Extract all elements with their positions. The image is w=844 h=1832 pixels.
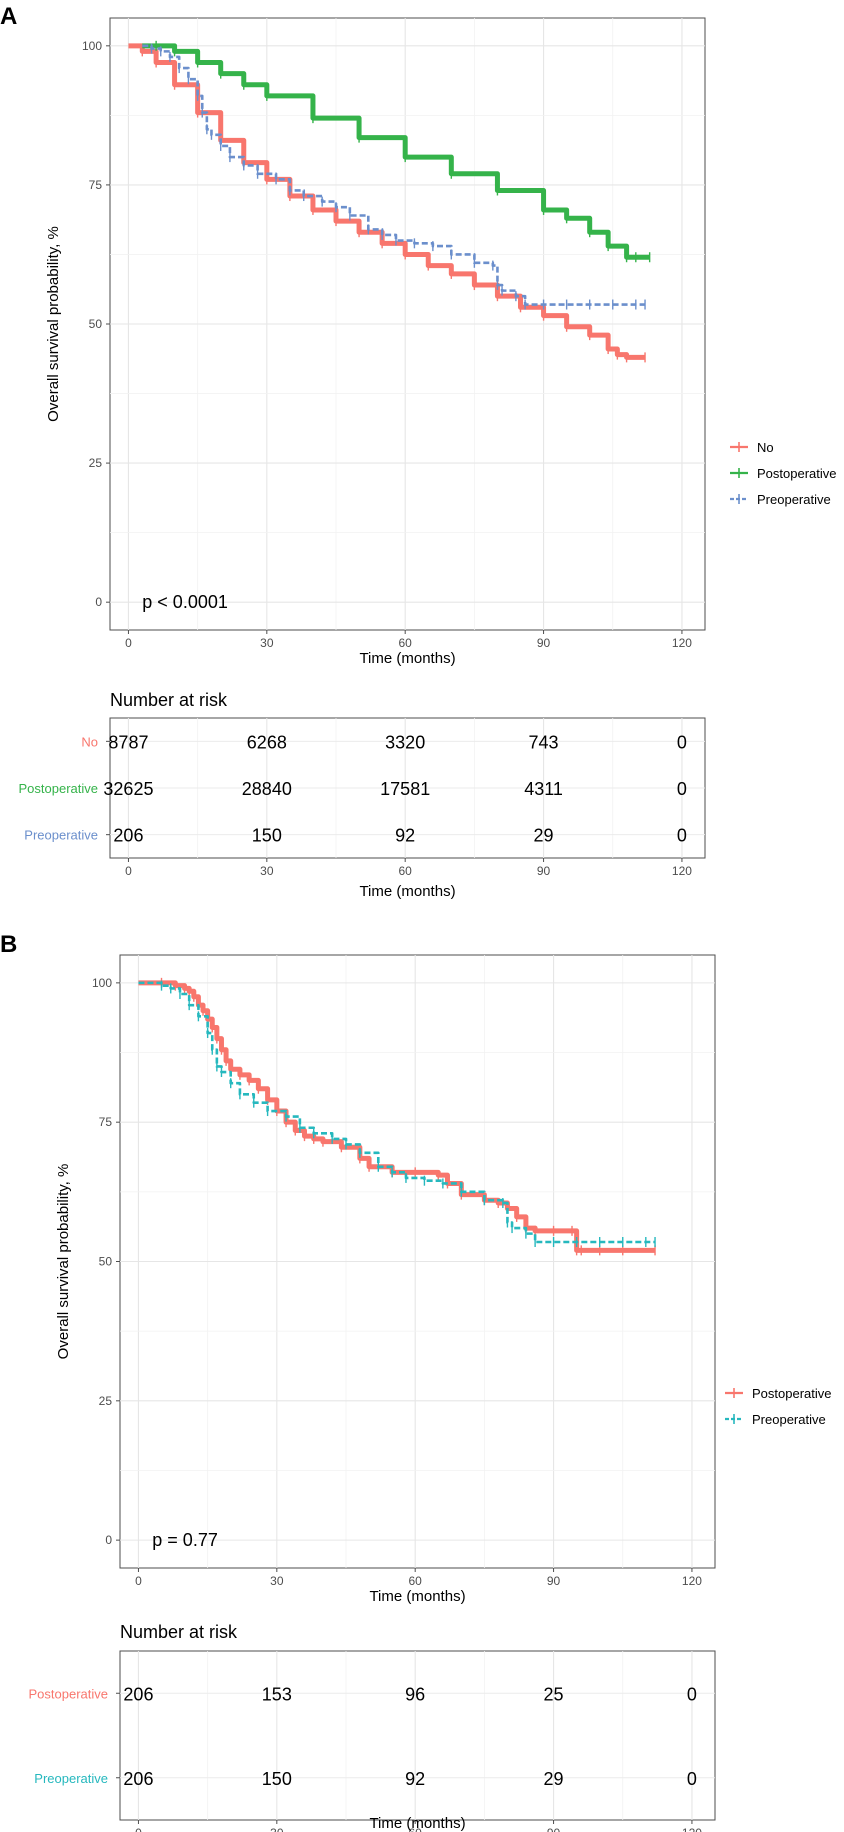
risk-cell: 150: [252, 826, 282, 846]
survival-curve: [138, 980, 656, 1253]
x-tick-label: 60: [399, 636, 413, 650]
legend-label: Postoperative: [757, 466, 837, 481]
risk-cell: 17581: [380, 779, 430, 799]
y-tick-label: 100: [92, 976, 112, 990]
y-tick-label: 75: [99, 1115, 113, 1129]
x-tick-label: 90: [547, 1574, 561, 1588]
risk-x-tick-label: 90: [547, 1826, 561, 1832]
y-axis-label: Overall survival probability, %: [45, 226, 62, 422]
x-tick-label: 120: [682, 1574, 702, 1588]
risk-x-tick-label: 60: [399, 864, 413, 878]
risk-cell: 96: [405, 1684, 425, 1704]
series-postoperative: [142, 40, 651, 263]
panel-b: B 0 30 60 90 120 0 25 50 75 100 Time (months) Overal…: [0, 931, 832, 1832]
risk-cell: 32625: [103, 779, 153, 799]
risk-row-label: Postoperative: [19, 781, 99, 796]
y-tick-label: 50: [89, 317, 103, 331]
survival-curve: [142, 43, 650, 260]
legend-label: Postoperative: [752, 1386, 832, 1401]
legend-label: Preoperative: [757, 492, 831, 507]
risk-table-title: Number at risk: [120, 1622, 238, 1642]
risk-cell: 0: [687, 1684, 697, 1704]
survival-curve: [138, 981, 656, 1244]
risk-x-axis-label: Time (months): [369, 1815, 465, 1832]
risk-x-axis-label: Time (months): [359, 883, 455, 900]
risk-row-label: Postoperative: [29, 1686, 109, 1701]
x-tick-label: 30: [260, 636, 274, 650]
risk-cell: 743: [529, 732, 559, 752]
risk-cell: 206: [113, 826, 143, 846]
risk-cell: 3320: [385, 732, 425, 752]
x-tick-label: 0: [125, 636, 132, 650]
risk-x-tick-label: 0: [135, 1826, 142, 1832]
x-tick-label: 60: [409, 1574, 423, 1588]
y-axis-label: Overall survival probability, %: [55, 1164, 72, 1360]
x-tick-label: 0: [135, 1574, 142, 1588]
risk-table: Number at risk No 8787 6268 3320 743 0 Postoper…: [19, 690, 706, 900]
risk-cell: 0: [687, 1769, 697, 1789]
panel-letter: B: [0, 931, 17, 958]
x-tick-label: 30: [270, 1574, 284, 1588]
risk-x-tick-label: 30: [270, 1826, 284, 1832]
series-preoperative: [142, 43, 646, 310]
risk-cell: 28840: [242, 779, 292, 799]
legend: No Postoperative Preoperative: [730, 440, 837, 507]
panel-letter: A: [0, 3, 17, 30]
risk-x-tick-label: 60: [409, 1826, 423, 1832]
p-value-annotation: p < 0.0001: [142, 592, 228, 612]
y-tick-label: 25: [99, 1394, 113, 1408]
p-value-annotation: p = 0.77: [152, 1530, 218, 1550]
panel-a: A 0 30 60 90 120 0 25 50 75 100 Time (months) Overal…: [0, 3, 837, 900]
risk-cell: 153: [262, 1684, 292, 1704]
x-axis-label: Time (months): [359, 650, 455, 667]
y-tick-label: 0: [105, 1533, 112, 1547]
risk-cell: 29: [534, 826, 554, 846]
risk-cell: 29: [544, 1769, 564, 1789]
risk-cell: 92: [405, 1769, 425, 1789]
y-tick-label: 50: [99, 1255, 113, 1269]
risk-cell: 0: [677, 826, 687, 846]
risk-cell: 0: [677, 732, 687, 752]
risk-cell: 150: [262, 1769, 292, 1789]
risk-x-tick-label: 120: [672, 864, 692, 878]
y-tick-label: 25: [89, 456, 103, 470]
legend-label: Preoperative: [752, 1412, 826, 1427]
risk-cell: 0: [677, 779, 687, 799]
risk-row-label: No: [81, 734, 98, 749]
risk-cell: 92: [395, 826, 415, 846]
risk-cell: 8787: [108, 732, 148, 752]
risk-table: Number at risk Postoperative 206 153 96 25 0 Pr…: [29, 1622, 716, 1832]
risk-row-label: Preoperative: [34, 1771, 108, 1786]
risk-cell: 4311: [524, 779, 563, 799]
risk-x-tick-label: 0: [125, 864, 132, 878]
risk-x-tick-label: 120: [682, 1826, 702, 1832]
x-tick-label: 90: [537, 636, 551, 650]
risk-cell: 25: [544, 1684, 564, 1704]
legend-label: No: [757, 440, 774, 455]
risk-cell: 6268: [247, 732, 287, 752]
x-axis-label: Time (months): [369, 1588, 465, 1605]
risk-cell: 206: [123, 1684, 153, 1704]
legend: Postoperative Preoperative: [725, 1386, 832, 1427]
risk-row-label: Preoperative: [24, 828, 98, 843]
series-preoperative: [138, 980, 656, 1247]
risk-x-tick-label: 90: [537, 864, 551, 878]
risk-table-area: [119, 1650, 716, 1821]
risk-x-tick-label: 30: [260, 864, 274, 878]
risk-cell: 206: [123, 1769, 153, 1789]
x-tick-label: 120: [672, 636, 692, 650]
risk-table-title: Number at risk: [110, 690, 228, 710]
y-tick-label: 0: [95, 595, 102, 609]
y-tick-label: 75: [89, 178, 103, 192]
y-tick-label: 100: [82, 39, 102, 53]
